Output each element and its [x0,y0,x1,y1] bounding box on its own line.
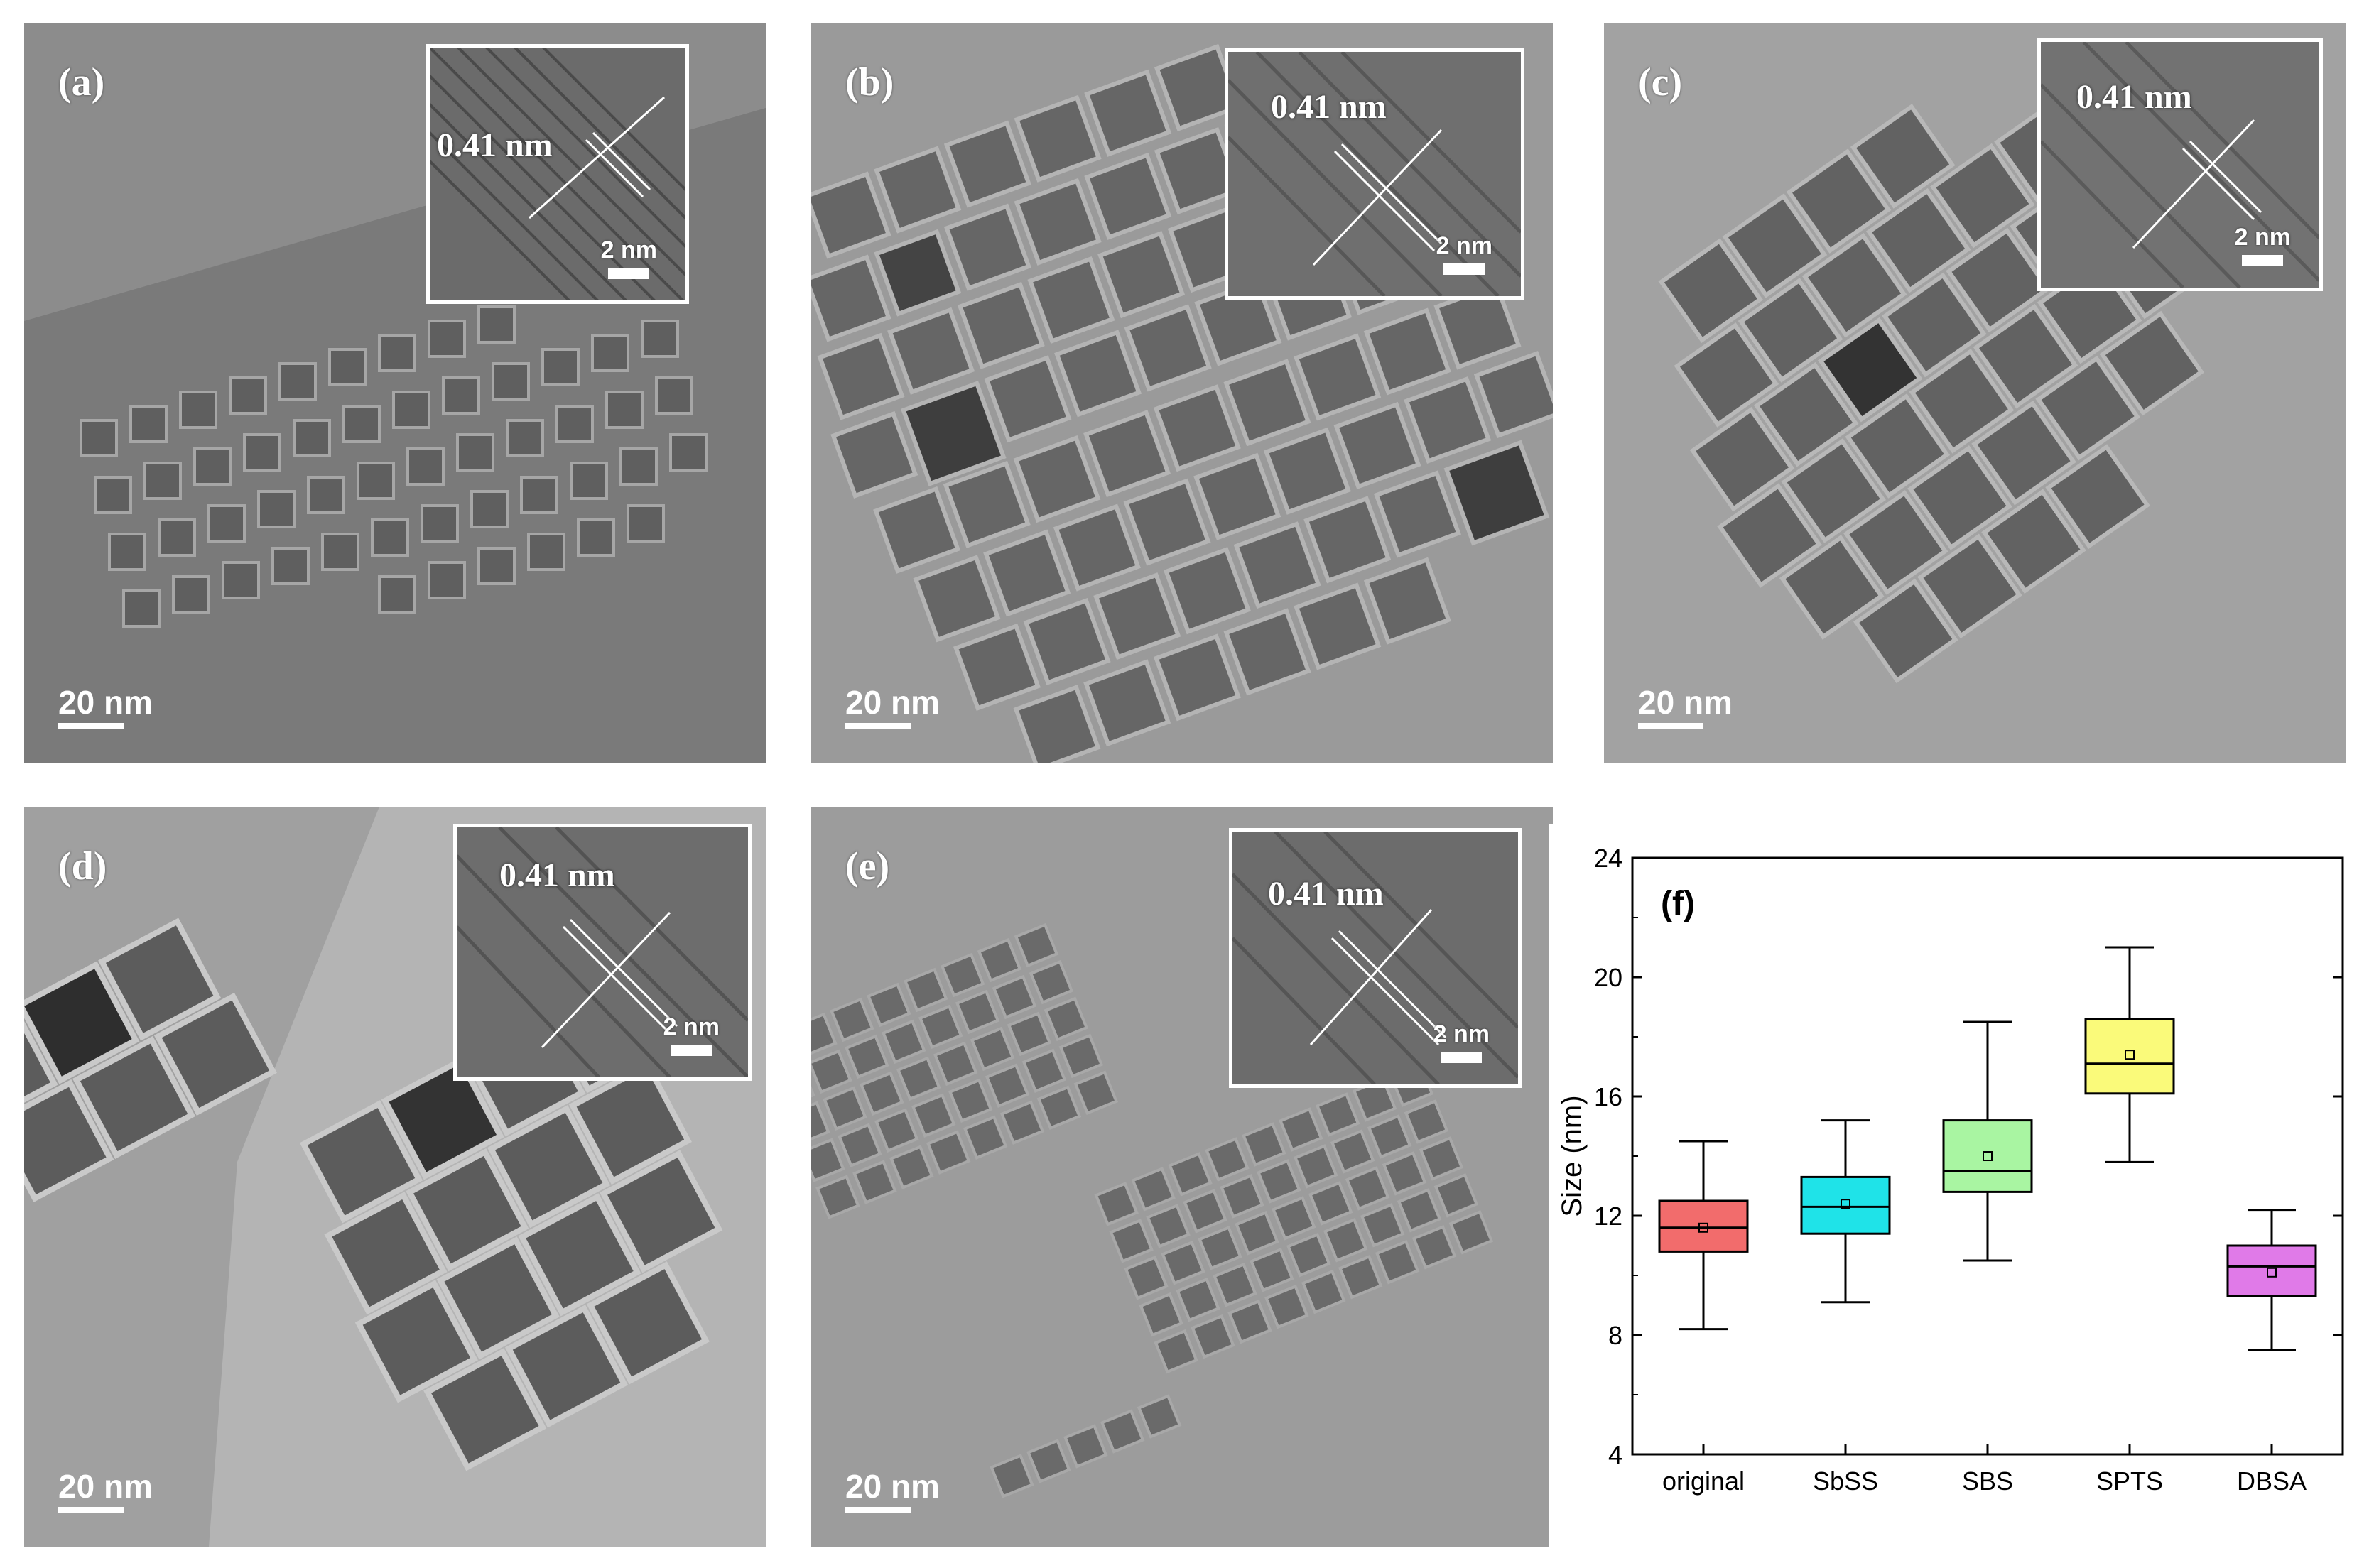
panel-label-d: (d) [58,844,107,888]
inset-scale-label-b: 2 nm [1436,232,1492,259]
y-tick-label: 4 [1608,1440,1622,1469]
d-spacing-label-d: 0.41 nm [499,856,615,894]
scale-label-e: 20 nm [845,1468,940,1505]
scale-label-b: 20 nm [845,684,940,721]
x-tick-label: DBSA [2237,1466,2307,1496]
scale-label-c: 20 nm [1638,684,1733,721]
panel-label-e: (e) [845,844,890,888]
lattice-image-a [430,48,685,300]
scale-label-d: 20 nm [58,1468,153,1505]
scale-bar-e: 20 nm [845,1470,940,1513]
iqr-box [1800,1175,1891,1235]
mean-marker [1841,1199,1850,1209]
y-tick-label: 8 [1608,1321,1622,1350]
panel-label-a: (a) [58,60,105,104]
box-plot-panel: 4 8 12 16 20 24 original SbSS SBS SPTS DBSA (f) S… [1549,824,2373,1568]
iqr-box [2226,1244,2317,1297]
scale-bar-a: 20 nm [58,686,153,729]
inset-scale-bar-a: 2 nm [601,238,657,279]
y-axis-title: Size (nm) [1556,1095,1588,1216]
inset-scale-bar-d: 2 nm [663,1015,720,1056]
x-tick-label: original [1662,1466,1745,1496]
scale-bar-d: 20 nm [58,1470,153,1513]
inset-scale-bar-e: 2 nm [1433,1022,1490,1063]
tem-panel-c: (c) 0.41 nm 2 nm 20 nm [1604,23,2346,763]
d-spacing-label-e: 0.41 nm [1268,875,1384,913]
box-plot-chart: 4 8 12 16 20 24 original SbSS SBS SPTS DBSA (f) S… [1556,844,2344,1496]
iqr-box [1658,1199,1749,1253]
mean-marker [1698,1222,1708,1233]
tem-panel-e: (e) 0.41 nm 2 nm 20 nm [811,807,1553,1547]
panel-label-c: (c) [1638,60,1683,104]
x-tick-label: SbSS [1813,1466,1878,1496]
scale-bar-c: 20 nm [1638,686,1733,729]
panel-label-f: (f) [1661,885,1695,922]
y-tick-label: 20 [1594,963,1622,992]
y-tick-label: 12 [1594,1202,1622,1231]
mean-marker [2267,1267,2277,1278]
tem-panel-b: (b) 0.41 nm 2 nm 20 nm [811,23,1553,763]
x-tick-label: SBS [1962,1466,2013,1496]
x-tick-label: SPTS [2096,1466,2163,1496]
lattice-image-d [457,827,748,1077]
scale-label-a: 20 nm [58,684,153,721]
y-tick-label: 16 [1594,1082,1622,1111]
box-SbSS [1800,1119,1891,1304]
y-axis: 4 8 12 16 20 24 [1594,844,2343,1469]
d-spacing-label-a: 0.41 nm [437,126,553,164]
inset-scale-bar-c: 2 nm [2235,225,2291,266]
mean-marker [1983,1151,1993,1161]
box-SBS [1942,1020,2033,1262]
lattice-image-b [1228,52,1521,296]
box-original [1658,1140,1749,1331]
hrtem-inset-b: 0.41 nm 2 nm [1225,48,1524,300]
d-spacing-label-c: 0.41 nm [2076,78,2192,116]
iqr-box [1942,1119,2033,1193]
hrtem-inset-a: 0.41 nm 2 nm [426,44,689,304]
inset-scale-label-a: 2 nm [600,236,657,263]
inset-scale-label-c: 2 nm [2234,224,2291,251]
scale-bar-b: 20 nm [845,686,940,729]
tem-panel-d: (d) 0.41 nm 2 nm 20 nm [24,807,766,1547]
tem-panel-a: (a) 0.41 nm 2 nm 20 nm [24,23,766,763]
d-spacing-label-b: 0.41 nm [1271,88,1387,126]
lattice-image-c [2041,42,2319,288]
inset-scale-bar-b: 2 nm [1436,234,1492,275]
inset-scale-label-d: 2 nm [663,1013,720,1040]
box-DBSA [2226,1209,2317,1351]
y-tick-label: 24 [1594,844,1622,873]
lattice-image-e [1232,832,1518,1084]
hrtem-inset-e: 0.41 nm 2 nm [1229,828,1522,1088]
panel-label-b: (b) [845,60,894,104]
iqr-box [2084,1018,2175,1095]
hrtem-inset-c: 0.41 nm 2 nm [2037,38,2323,291]
x-axis: original SbSS SBS SPTS DBSA [1662,1444,2307,1496]
mean-marker [2125,1050,2135,1060]
hrtem-inset-d: 0.41 nm 2 nm [453,824,752,1081]
box-SPTS [2084,946,2175,1163]
inset-scale-label-e: 2 nm [1433,1020,1490,1047]
box-series [1658,946,2317,1351]
